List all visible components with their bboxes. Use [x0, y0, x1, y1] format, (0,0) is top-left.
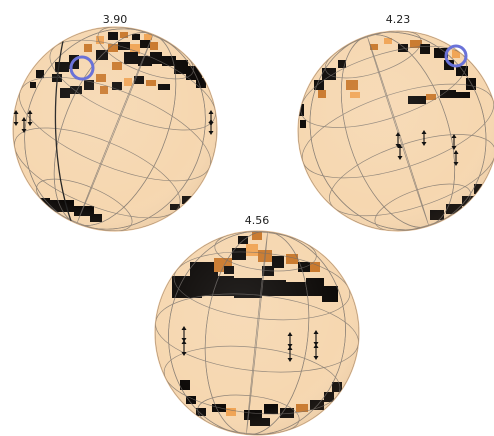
- sphere-1-globe: [12, 26, 218, 232]
- double-headed-vertical-arrow-icon: [397, 144, 403, 160]
- double-headed-vertical-arrow-icon: [21, 117, 27, 133]
- double-headed-vertical-arrow-icon: [27, 110, 33, 126]
- sphere-1-label: 3.90: [103, 13, 128, 26]
- double-headed-vertical-arrow-icon: [395, 132, 401, 148]
- sphere-2: 4.23: [297, 13, 494, 232]
- sphere-2-label: 4.23: [386, 13, 411, 26]
- double-headed-vertical-arrow-icon: [13, 110, 19, 126]
- sphere-3-globe: [154, 230, 360, 436]
- double-headed-vertical-arrow-icon: [208, 119, 214, 135]
- sphere-3-label: 4.56: [245, 214, 270, 227]
- double-headed-vertical-arrow-icon: [287, 346, 293, 362]
- double-headed-vertical-arrow-icon: [313, 344, 319, 360]
- sphere-2-globe: [297, 30, 494, 232]
- circle-marker-icon: [69, 55, 95, 81]
- spot-patch: [40, 208, 52, 214]
- double-headed-vertical-arrow-icon: [181, 340, 187, 356]
- sphere-3: 4.56: [154, 214, 360, 436]
- double-headed-vertical-arrow-icon: [451, 134, 457, 150]
- double-headed-vertical-arrow-icon: [453, 150, 459, 166]
- circle-marker-icon: [444, 44, 468, 68]
- double-headed-vertical-arrow-icon: [421, 130, 427, 146]
- sphere-1: 3.90: [12, 13, 218, 232]
